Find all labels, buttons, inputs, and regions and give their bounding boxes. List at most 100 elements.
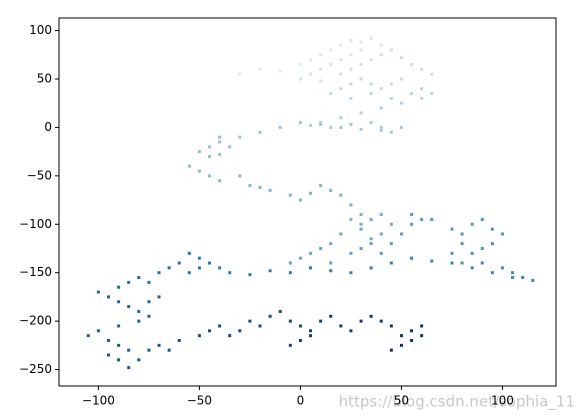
point <box>339 232 343 236</box>
point <box>288 261 292 265</box>
y-tick-label: −250 <box>19 362 52 376</box>
point <box>359 227 363 231</box>
point <box>389 324 393 328</box>
point <box>420 67 424 71</box>
point <box>187 251 191 255</box>
point <box>470 251 474 255</box>
point <box>359 48 363 52</box>
point <box>369 58 373 62</box>
point <box>470 266 474 270</box>
point <box>298 62 302 66</box>
point <box>511 271 515 275</box>
point <box>208 174 212 178</box>
point <box>309 329 313 333</box>
point <box>410 92 414 96</box>
point <box>410 338 414 342</box>
point <box>278 125 282 129</box>
point <box>450 261 454 265</box>
y-tick-label: 0 <box>44 120 52 134</box>
point <box>389 222 393 226</box>
point <box>349 251 353 255</box>
point <box>177 338 181 342</box>
point <box>399 232 403 236</box>
point <box>147 300 151 304</box>
point <box>430 259 434 263</box>
point <box>268 269 272 273</box>
point <box>117 324 121 328</box>
point <box>278 309 282 313</box>
point <box>531 278 535 282</box>
watermark: https://blog.csdn.net/sophia_11 <box>339 393 575 412</box>
point <box>228 334 232 338</box>
point <box>349 203 353 207</box>
point <box>460 232 464 236</box>
point <box>147 314 151 318</box>
point <box>410 62 414 66</box>
point <box>278 69 282 73</box>
point <box>157 343 161 347</box>
point <box>117 343 121 347</box>
plot-frame <box>58 17 557 387</box>
point <box>399 343 403 347</box>
point <box>359 213 363 217</box>
point <box>228 145 232 149</box>
point <box>197 266 201 270</box>
y-tick-label: −100 <box>19 217 52 231</box>
point <box>238 135 242 139</box>
point <box>329 188 333 192</box>
point <box>197 150 201 154</box>
point <box>410 222 414 226</box>
point <box>430 72 434 76</box>
point <box>208 154 212 158</box>
point <box>399 125 403 129</box>
point <box>460 242 464 246</box>
point <box>379 87 383 91</box>
point <box>399 77 403 81</box>
y-tick-label: −200 <box>19 314 52 328</box>
point <box>339 43 343 47</box>
point <box>399 56 403 60</box>
point <box>410 213 414 217</box>
point <box>521 276 525 280</box>
point <box>258 67 262 71</box>
point <box>359 127 363 131</box>
point <box>137 309 141 313</box>
point <box>197 169 201 173</box>
point <box>208 261 212 265</box>
point <box>359 111 363 115</box>
point <box>298 256 302 260</box>
point <box>349 271 353 275</box>
point <box>319 123 323 127</box>
point <box>127 280 131 284</box>
point <box>389 242 393 246</box>
point <box>500 266 504 270</box>
point <box>389 348 393 352</box>
point <box>298 198 302 202</box>
point <box>319 79 323 83</box>
point <box>369 92 373 96</box>
point <box>349 123 353 127</box>
point <box>218 153 222 157</box>
point <box>339 58 343 62</box>
point <box>157 271 161 275</box>
point <box>379 125 383 129</box>
point <box>359 40 363 44</box>
point <box>339 116 343 120</box>
point <box>167 348 171 352</box>
point <box>218 135 222 139</box>
point <box>349 96 353 100</box>
point <box>339 324 343 328</box>
point <box>117 358 121 362</box>
point <box>339 87 343 91</box>
point <box>298 324 302 328</box>
point <box>410 256 414 260</box>
x-tick-label: −100 <box>82 394 115 408</box>
point <box>268 188 272 192</box>
point <box>288 343 292 347</box>
point <box>157 295 161 299</box>
point <box>309 266 313 270</box>
point <box>309 334 313 338</box>
point <box>258 324 262 328</box>
point <box>369 242 373 246</box>
